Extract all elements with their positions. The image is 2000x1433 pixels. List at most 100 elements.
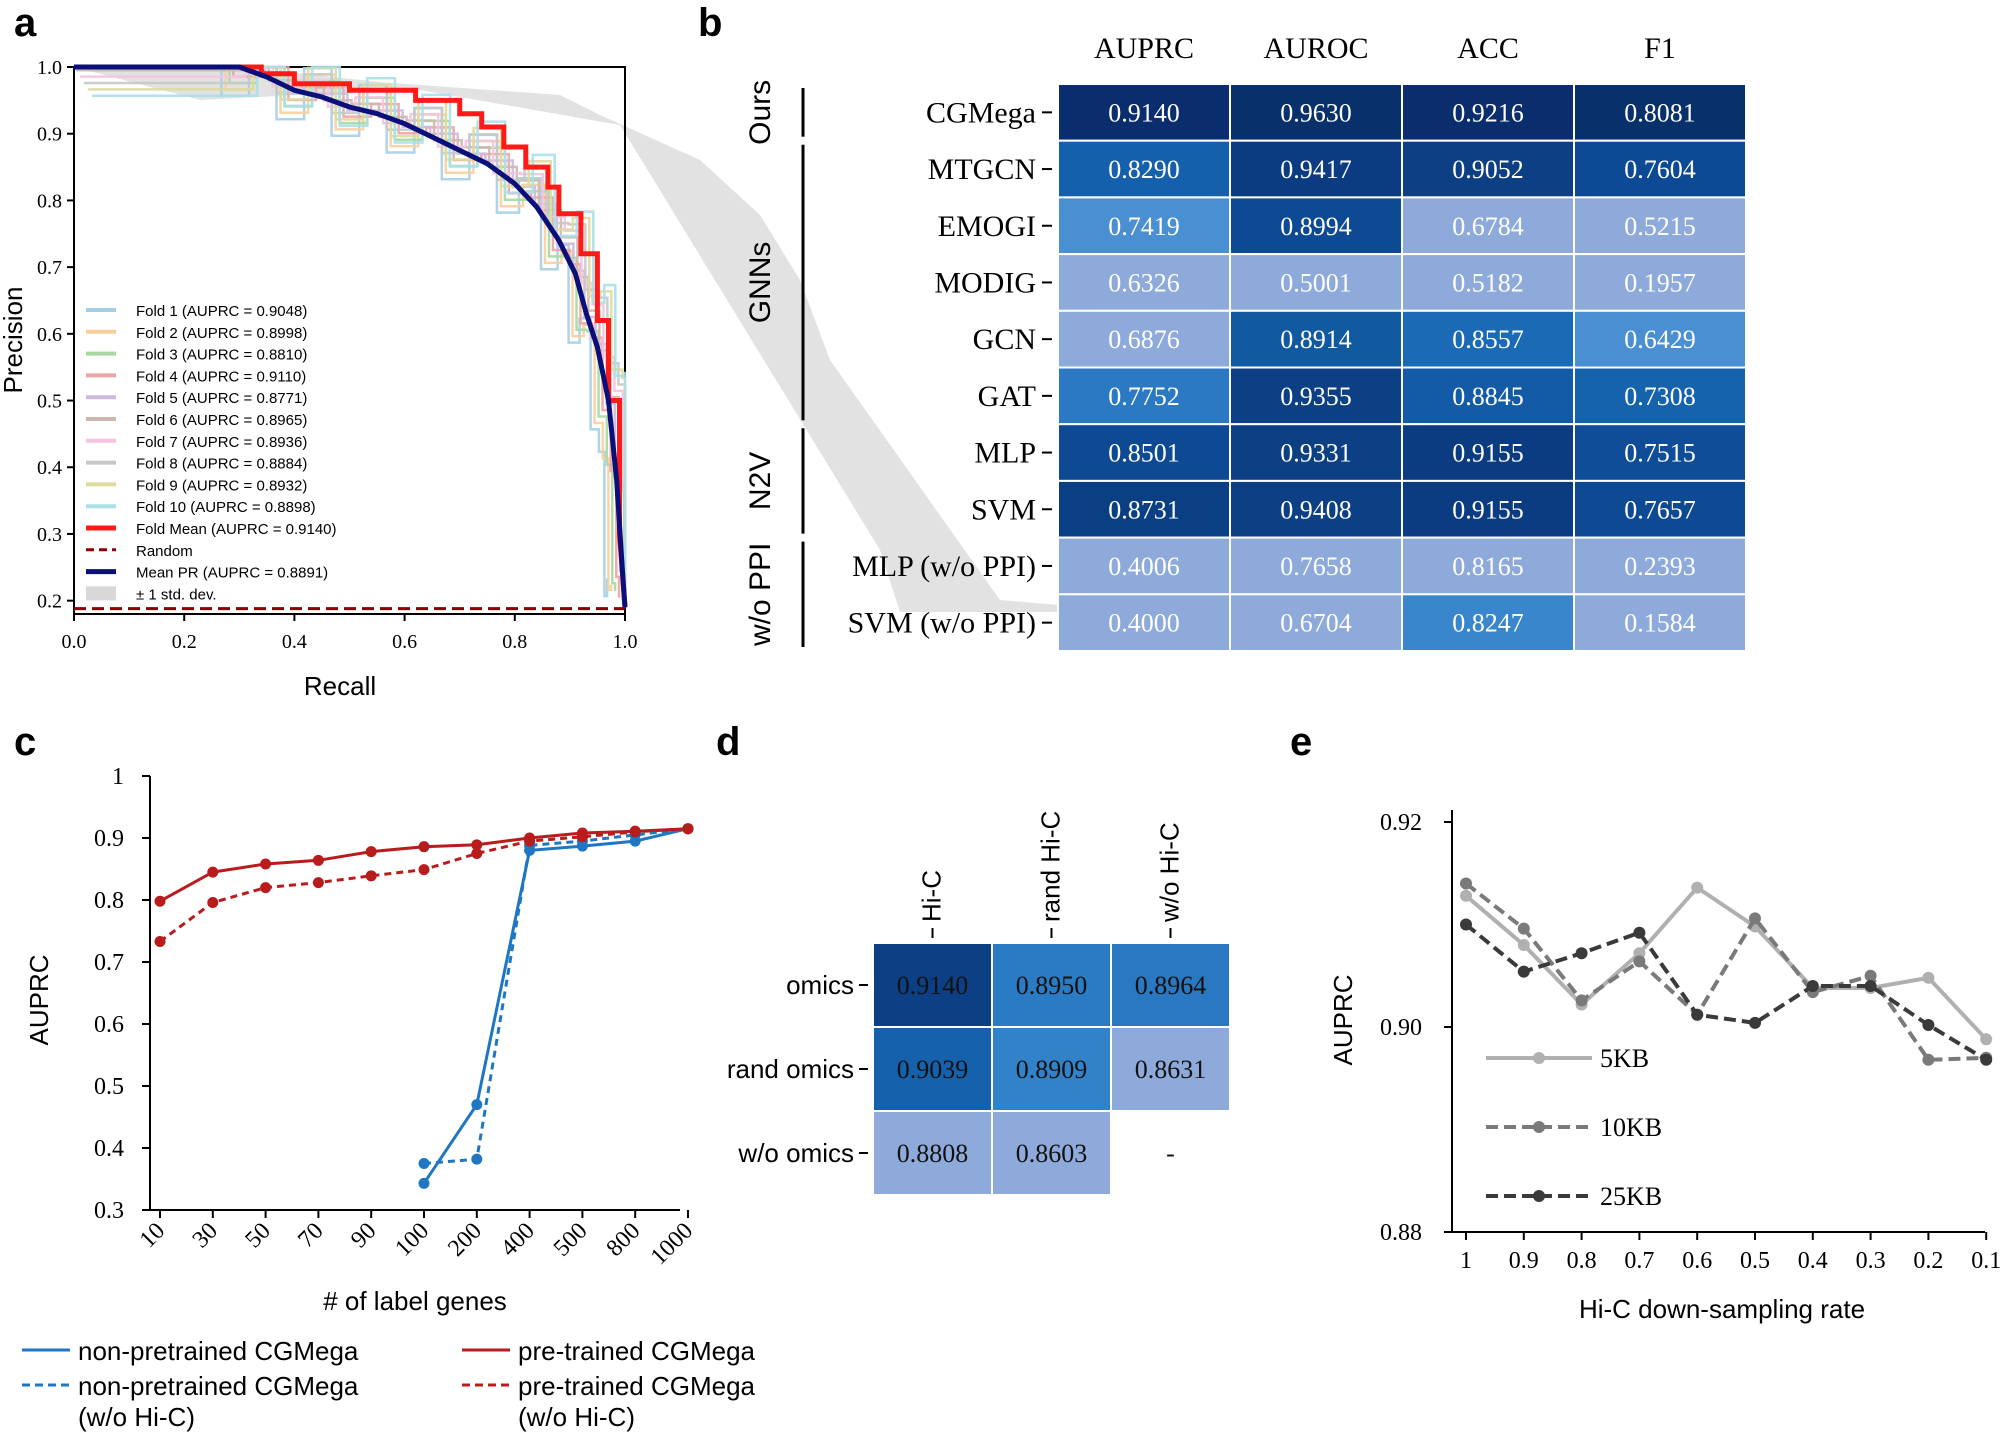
d-cell-value: 0.8603 [1016,1139,1088,1168]
e-x-tick-label: 0.8 [1567,1248,1597,1274]
b-cell [1229,536,1403,596]
e-series [1460,877,1993,1066]
c-x-tick-label: 10 [135,1218,170,1253]
b-cell-value: 0.8081 [1624,98,1696,127]
e-series-point [1517,965,1530,978]
e-y-ticks: 0.88 0.90 0.92 [1380,810,1452,1246]
panel-c-label-genes: 0.3 0.4 0.5 0.6 0.7 0.8 0.9 1 10 30 50 70 90 100 200 4… [22,764,756,1432]
a-y-tick-label: 0.4 [37,457,62,479]
a-legend-label: Fold 6 (AUPRC = 0.8965) [136,412,307,429]
c-x-tick-label: 1000 [646,1218,698,1270]
c-series-point [260,858,272,870]
e-series-point [1980,1033,1993,1046]
e-series-point [1922,1053,1935,1066]
b-group-label: N2V [744,452,777,510]
b-cell [1057,366,1231,426]
a-y-tick-label: 0.8 [37,190,62,212]
c-x-tick-label: 30 [188,1218,223,1253]
c-series-line-1 [422,827,689,1185]
d-cell-value: 0.9140 [897,971,969,1000]
d-column-labels: Hi-C rand Hi-C w/o Hi-C [917,811,1185,938]
a-legend-label: Fold 2 (AUPRC = 0.8998) [136,325,307,342]
c-x-tick-label: 70 [293,1218,328,1253]
c-y-tick-label: 0.5 [94,1074,124,1100]
b-cell-value: 0.9331 [1280,439,1352,468]
b-cell-value: 0.9052 [1452,155,1524,184]
e-legend-marker [1533,1052,1545,1064]
c-x-tick-label: 400 [496,1218,540,1262]
b-cell-value: 0.7515 [1624,439,1696,468]
e-x-tick-label: 0.3 [1856,1248,1886,1274]
c-series-point [682,823,694,835]
c-y-ticks: 0.3 0.4 0.5 0.6 0.7 0.8 0.9 1 [94,764,150,1224]
c-series-point [471,848,483,859]
a-legend-label: Fold 9 (AUPRC = 0.8932) [136,477,307,494]
a-plot-frame [73,66,626,615]
b-cell-value: 0.9155 [1452,495,1524,524]
e-x-tick-label: 0.2 [1913,1248,1943,1274]
b-cell-value: 0.1584 [1624,609,1696,638]
e-series-point [1517,922,1530,935]
b-cell [1229,366,1403,426]
c-y-tick-label: 0.7 [94,950,124,976]
b-group-label: w/o PPI [744,543,777,647]
b-row-label: MLP (w/o PPI) [852,550,1036,583]
e-y-axis-label: AUPRC [1328,974,1358,1065]
b-column-header: AUPRC [1094,32,1194,65]
b-cell [1229,593,1403,652]
b-cell-value: 0.8165 [1452,552,1524,581]
d-cell [1110,1026,1231,1112]
b-cell-value: 0.5215 [1624,212,1696,241]
e-series-point [1575,947,1588,960]
c-series-point [629,826,641,838]
b-cell-value: 0.9355 [1280,382,1352,411]
d-row-label: omics [786,970,854,1000]
a-x-tick-label: 0.2 [172,631,197,653]
b-cell-value: 0.7419 [1108,212,1180,241]
b-cell [1229,83,1403,142]
d-cell-value: 0.8964 [1135,971,1207,1000]
b-cell [1573,309,1747,369]
d-cell [991,1026,1112,1112]
a-y-tick-label: 0.7 [37,257,62,279]
d-cell-value: 0.8808 [897,1139,969,1168]
d-cells: 0.9140 0.8950 0.8964 0.9039 0.8909 0.8631 0.88… [872,942,1231,1196]
panel-letter-d: d [716,720,740,764]
b-row-label: MLP [974,437,1036,470]
b-cell-value: 0.5182 [1452,268,1524,297]
c-series-point [365,846,377,858]
c-x-tick-label: 500 [549,1218,593,1262]
panel-a-precision-recall: 0.0 0.2 0.4 0.6 0.8 1.0 0.20.30.40.50.60.70.8… [0,57,1120,701]
e-legend-marker [1533,1190,1545,1202]
b-cell-value: 0.9630 [1280,98,1352,127]
a-y-tick-label: 0.2 [37,591,62,613]
e-series-line-25KB [1464,922,1988,1062]
a-x-axis-label: Recall [304,671,376,701]
a-fold-curve-10 [91,65,627,608]
b-cell-value: 0.8914 [1280,325,1352,354]
d-row-labels: omics rand omics w/o omics [727,970,868,1168]
b-cell [1401,309,1575,369]
c-legend-label-4b: (w/o Hi-C) [518,1402,635,1432]
b-cell [1229,423,1403,482]
a-y-tick-label: 0.6 [37,324,62,346]
b-cell [1573,139,1747,199]
e-series-point [1460,889,1472,902]
e-series-point [1922,1018,1935,1031]
c-series-point [418,864,430,876]
e-series-point [1980,1053,1993,1066]
b-cell [1057,479,1231,539]
d-row-label: w/o omics [737,1138,854,1168]
c-legend: non-pretrained CGMega non-pretrained CGM… [22,1336,756,1432]
e-x-tick-label: 0.4 [1798,1248,1828,1274]
d-column-label: w/o Hi-C [1155,822,1185,923]
b-group-label: GNNs [744,242,777,324]
b-cell [1573,423,1747,482]
c-legend-label-3: pre-trained CGMega [518,1336,756,1366]
b-cell [1401,423,1575,482]
b-column-header: ACC [1457,32,1519,65]
e-series-point [1691,1008,1704,1021]
a-mean-pr-curve [74,64,628,608]
c-legend-label-2a: non-pretrained CGMega [78,1371,359,1401]
